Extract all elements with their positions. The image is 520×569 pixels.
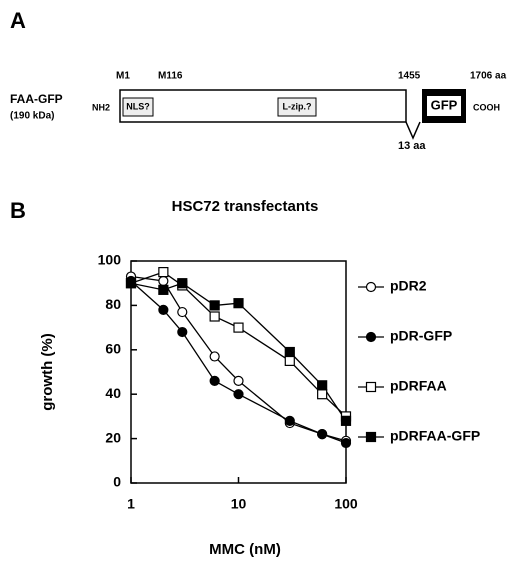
data-point — [209, 375, 220, 386]
x-tick-label: 1 — [127, 496, 135, 512]
position-label: 1455 — [398, 71, 421, 82]
legend-label: pDRFAA — [390, 378, 447, 394]
construct-name: FAA-GFP — [10, 92, 63, 106]
y-tick-label: 0 — [113, 474, 121, 490]
data-point — [233, 322, 244, 333]
c-terminus: COOH — [473, 102, 500, 112]
linker — [405, 121, 421, 140]
legend-marker — [365, 281, 377, 293]
data-point — [340, 415, 352, 426]
position-label: M116 — [158, 71, 183, 82]
data-point — [177, 306, 188, 318]
data-point — [158, 267, 169, 278]
data-point — [209, 300, 220, 311]
data-point — [209, 351, 220, 362]
legend-label: pDRFAA-GFP — [390, 428, 480, 444]
data-point — [158, 304, 169, 315]
y-tick-label: 20 — [105, 429, 121, 445]
domain-box — [122, 97, 154, 117]
legend-label: pDR-GFP — [390, 328, 452, 344]
data-point — [284, 415, 295, 426]
x-tick-label: 100 — [334, 496, 358, 512]
y-tick-label: 40 — [105, 385, 121, 401]
gfp-inner — [427, 96, 461, 116]
protein-box — [119, 89, 407, 123]
data-point — [177, 278, 188, 289]
gfp-label: GFP — [431, 97, 458, 112]
legend-marker — [365, 331, 377, 343]
x-tick-label: 10 — [231, 496, 247, 512]
position-label: M1 — [116, 71, 130, 82]
legend-label: pDR2 — [390, 278, 427, 294]
data-point — [125, 278, 137, 289]
data-point — [284, 346, 295, 358]
data-point — [209, 311, 220, 322]
data-point — [233, 298, 244, 309]
y-tick-label: 60 — [105, 341, 121, 357]
position-label: 1706 aa — [470, 71, 507, 82]
y-axis-label: growth (%) — [39, 333, 56, 410]
legend-marker — [365, 431, 377, 443]
y-tick-label: 100 — [98, 252, 122, 268]
data-point — [317, 380, 328, 391]
x-axis-label: MMC (nM) — [209, 541, 281, 558]
data-point — [340, 437, 352, 449]
domain-box — [277, 97, 317, 117]
y-tick-label: 80 — [105, 296, 121, 312]
data-point — [317, 429, 328, 440]
domain-label: L-zip.? — [283, 101, 312, 111]
construct-mass: (190 kDa) — [10, 111, 54, 122]
legend-marker — [365, 381, 377, 393]
data-point — [233, 389, 244, 400]
chart-title: HSC72 transfectants — [172, 198, 319, 215]
plot: 0 20 40 60 80 100 1 10 100 pDR2 pDR-GFP pDRFAA pDRFA… — [98, 252, 481, 512]
data-point — [284, 355, 295, 366]
panel-label: B — [10, 198, 26, 223]
data-point — [158, 275, 169, 287]
data-point — [158, 284, 169, 295]
data-point — [317, 389, 328, 400]
data-point — [177, 326, 188, 338]
domain-label: NLS? — [126, 101, 150, 111]
n-terminus: NH2 — [92, 102, 110, 112]
panel-label: A — [10, 8, 26, 33]
data-point — [233, 375, 244, 386]
insert-label: 13 aa — [398, 140, 426, 152]
